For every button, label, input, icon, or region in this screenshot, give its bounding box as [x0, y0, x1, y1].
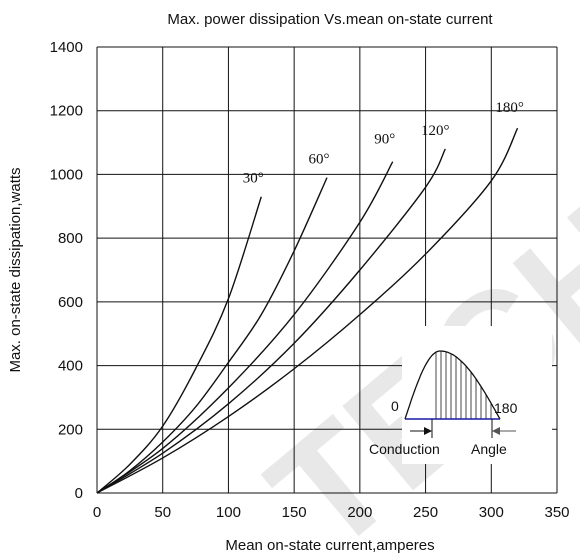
x-tick-label: 350 [544, 504, 569, 521]
series-curves [96, 127, 519, 494]
x-axis-label: Mean on-state current,amperes [225, 537, 434, 554]
x-tick-label: 200 [347, 504, 372, 521]
chart-title: Max. power dissipation Vs.mean on-state … [167, 11, 493, 28]
inset-caption-right: Angle [471, 441, 507, 457]
inset-label-start: 0 [391, 398, 399, 414]
series-curve [96, 196, 262, 494]
y-tick-label: 200 [58, 421, 83, 438]
series-curve [96, 148, 446, 494]
y-tick-label: 400 [58, 358, 83, 375]
y-tick-label: 800 [58, 230, 83, 247]
x-tick-label: 250 [413, 504, 438, 521]
inset-hatch-lines [435, 351, 492, 419]
y-tick-label: 1000 [50, 166, 83, 183]
x-tick-label: 50 [154, 504, 171, 521]
conduction-angle-inset: 0 180 Conduction Angle [369, 326, 552, 464]
series-label: 120° [421, 123, 450, 139]
inset-arrow-left-head [424, 427, 432, 435]
y-tick-label: 600 [58, 294, 83, 311]
y-tick-label: 1400 [50, 39, 83, 56]
x-tick-label: 0 [93, 504, 101, 521]
series-label: 30° [243, 171, 264, 187]
y-tick-labels: 0 200 400 600 800 1000 1200 1400 [50, 39, 83, 502]
series-label: 180° [495, 100, 524, 116]
y-tick-label: 1200 [50, 103, 83, 120]
y-axis-label: Max. on-state dissipation,watts [7, 167, 24, 372]
x-tick-label: 100 [216, 504, 241, 521]
series-label: 90° [374, 132, 395, 148]
inset-label-end: 180 [494, 400, 518, 416]
inset-background [402, 326, 552, 464]
x-tick-label: 300 [479, 504, 504, 521]
series-curve [96, 127, 519, 494]
series-labels: 30° 60° 90° 120° 180° [243, 100, 524, 186]
inset-arrow-right-head [492, 427, 500, 435]
y-tick-label: 0 [75, 485, 83, 502]
x-tick-labels: 0 50 100 150 200 250 300 350 [93, 504, 570, 521]
series-curve [96, 177, 328, 494]
series-curve [96, 161, 394, 494]
inset-waveform [404, 350, 501, 420]
inset-caption-left: Conduction [369, 441, 440, 457]
series-label: 60° [309, 152, 330, 168]
x-tick-label: 150 [282, 504, 307, 521]
